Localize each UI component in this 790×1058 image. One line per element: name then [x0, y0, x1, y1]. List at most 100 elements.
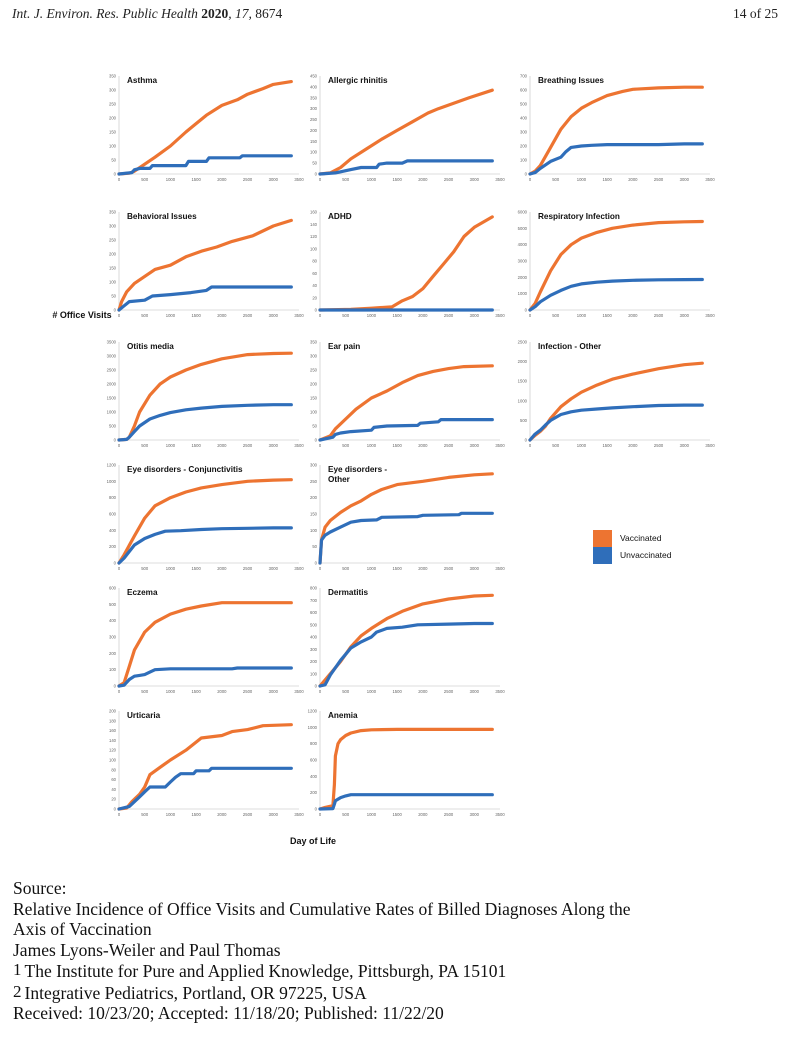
x-tick-label: 1000	[367, 443, 377, 448]
y-tick-label: 150	[310, 139, 318, 144]
x-tick-label: 3000	[470, 566, 480, 571]
affiliation-text: The Institute for Pure and Applied Knowl…	[24, 961, 507, 981]
y-tick-label: 50	[312, 544, 317, 549]
y-tick-label: 80	[111, 767, 116, 772]
x-tick-label: 500	[141, 443, 149, 448]
series-line-vaccinated	[117, 218, 293, 312]
series-line-vaccinated	[528, 361, 704, 442]
series-line-vaccinated	[117, 351, 293, 442]
x-tick-label: 2500	[243, 566, 253, 571]
chart-panel: 0 50 100 150 200 250 300 350 0 500 1000 1500 2000 250…	[104, 204, 309, 322]
x-tick-label: 2000	[418, 566, 428, 571]
y-tick-label: 1200	[107, 463, 117, 468]
series-line-vaccinated	[318, 727, 494, 811]
chart-svg: 0 100 200 300 400 500 600 700 800 0 500 1000 1500 200…	[310, 586, 505, 695]
y-tick-label: 2000	[518, 359, 528, 364]
y-tick-label: 0	[315, 684, 318, 689]
x-tick-label: 1500	[191, 689, 201, 694]
x-tick-label: 3500	[294, 566, 304, 571]
y-tick-label: 300	[520, 130, 528, 135]
source-affiliation-1: 1 The Institute for Pure and Applied Know…	[13, 960, 780, 982]
x-tick-label: 500	[342, 313, 350, 318]
x-tick-label: 0	[118, 689, 121, 694]
x-tick-label: 2000	[217, 812, 227, 817]
x-tick-label: 2500	[444, 313, 454, 318]
y-tick-label: 300	[109, 224, 117, 229]
chart-svg: 0 500 1000 1500 2000 2500 3000 3500 0 500 1000 1500…	[107, 340, 305, 449]
chart-title: Behavioral Issues	[127, 212, 197, 221]
y-tick-label: 500	[109, 424, 117, 429]
series-line-vaccinated	[528, 85, 704, 176]
y-tick-label: 800	[310, 586, 318, 591]
x-tick-label: 2500	[444, 812, 454, 817]
x-tick-label: 1000	[577, 177, 587, 182]
x-tick-label: 2500	[243, 689, 253, 694]
x-tick-label: 2500	[243, 313, 253, 318]
chart-panel: 0 1000 2000 3000 4000 5000 6000 0 500 1000 1500 200…	[515, 204, 720, 322]
y-tick-label: 1500	[107, 396, 117, 401]
y-tick-label: 200	[520, 144, 528, 149]
y-tick-label: 180	[109, 718, 117, 723]
x-tick-label: 3000	[680, 313, 690, 318]
x-tick-label: 500	[141, 313, 149, 318]
y-tick-label: 250	[310, 117, 318, 122]
y-tick-label: 200	[109, 709, 117, 714]
y-tick-label: 150	[109, 266, 117, 271]
x-tick-label: 500	[141, 566, 149, 571]
y-tick-label: 200	[310, 659, 318, 664]
legend-swatch-vaccinated	[593, 530, 612, 547]
y-tick-label: 20	[312, 295, 317, 300]
x-tick-label: 3000	[269, 566, 279, 571]
y-tick-label: 100	[520, 158, 528, 163]
chart-title: Ear pain	[328, 342, 360, 351]
x-tick-label: 2000	[217, 177, 227, 182]
x-tick-label: 500	[552, 177, 560, 182]
legend-label: Vaccinated	[620, 533, 662, 543]
x-tick-label: 0	[319, 689, 322, 694]
y-tick-label: 160	[310, 210, 318, 215]
source-title-line-1: Relative Incidence of Office Visits and …	[13, 898, 631, 919]
series-line-vaccinated	[318, 88, 494, 176]
x-tick-label: 0	[319, 443, 322, 448]
x-tick-label: 1500	[392, 177, 402, 182]
y-axis-label: # Office Visits	[52, 310, 112, 320]
source-affiliation-2: 2 Integrative Pediatrics, Portland, OR 97…	[13, 982, 780, 1004]
journal-volume: 17	[234, 6, 249, 21]
series-line-unvaccinated	[117, 154, 293, 176]
x-tick-label: 2500	[654, 443, 664, 448]
series-line-vaccinated	[318, 593, 494, 688]
x-tick-label: 1000	[367, 812, 377, 817]
x-tick-label: 2500	[654, 177, 664, 182]
x-tick-label: 1500	[191, 443, 201, 448]
y-tick-label: 1200	[308, 709, 318, 714]
series-line-unvaccinated	[117, 285, 293, 312]
series-line-unvaccinated	[528, 403, 704, 442]
x-tick-label: 0	[529, 313, 532, 318]
series-line-unvaccinated	[117, 526, 293, 565]
series-line-unvaccinated	[117, 666, 293, 688]
y-tick-label: 50	[111, 158, 116, 163]
y-tick-label: 200	[310, 495, 318, 500]
series-line-vaccinated	[318, 364, 494, 442]
y-tick-label: 300	[109, 635, 117, 640]
y-tick-label: 100	[310, 410, 318, 415]
x-tick-label: 2500	[243, 443, 253, 448]
y-tick-label: 100	[310, 528, 318, 533]
y-tick-label: 150	[310, 512, 318, 517]
series-line-unvaccinated	[318, 793, 494, 811]
chart-svg: 0 100 200 300 400 500 600 700 0 500 1000 1500 2000 25…	[520, 74, 715, 183]
x-tick-label: 2000	[217, 313, 227, 318]
series-line-vaccinated	[318, 472, 494, 565]
y-tick-label: 200	[109, 116, 117, 121]
chart-title: Respiratory Infection	[538, 212, 620, 221]
x-tick-label: 1500	[392, 689, 402, 694]
x-tick-label: 3500	[495, 177, 505, 182]
x-tick-label: 1000	[166, 177, 176, 182]
y-tick-label: 300	[310, 354, 318, 359]
y-tick-label: 100	[310, 671, 318, 676]
x-tick-label: 3500	[495, 443, 505, 448]
y-tick-label: 400	[310, 84, 318, 89]
chart-title: Anemia	[328, 711, 358, 720]
y-tick-label: 0	[525, 308, 528, 313]
